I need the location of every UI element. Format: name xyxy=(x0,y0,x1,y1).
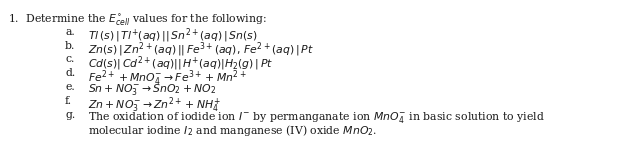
Text: g.: g. xyxy=(65,110,75,120)
Text: e.: e. xyxy=(65,82,74,92)
Text: $Tl\,(s)\,|\,Tl^{+}(aq)\,||\,Sn^{2+}(aq)\,|\,Sn(s)$: $Tl\,(s)\,|\,Tl^{+}(aq)\,||\,Sn^{2+}(aq)… xyxy=(88,27,258,45)
Text: a.: a. xyxy=(65,27,74,37)
Text: The oxidation of iodide ion $I^{-}$ by permanganate ion $MnO_4^{-}$ in basic sol: The oxidation of iodide ion $I^{-}$ by p… xyxy=(88,110,545,125)
Text: $Fe^{2+}+MnO_4^{-}\rightarrow Fe^{3+}+Mn^{2+}$: $Fe^{2+}+MnO_4^{-}\rightarrow Fe^{3+}+Mn… xyxy=(88,68,247,88)
Text: 1.  Determine the $E^{\circ}_{cell}$ values for the following:: 1. Determine the $E^{\circ}_{cell}$ valu… xyxy=(8,13,266,28)
Text: f.: f. xyxy=(65,96,72,106)
Text: b.: b. xyxy=(65,41,75,51)
Text: molecular iodine $I_2$ and manganese (IV) oxide $MnO_2$.: molecular iodine $I_2$ and manganese (IV… xyxy=(88,123,377,138)
Text: d.: d. xyxy=(65,68,75,78)
Text: $Zn(s)\,|\,Zn^{2+}(aq)\,||\,Fe^{3+}(aq),\,Fe^{2+}(aq)\,|\,Pt$: $Zn(s)\,|\,Zn^{2+}(aq)\,||\,Fe^{3+}(aq),… xyxy=(88,41,314,59)
Text: c.: c. xyxy=(65,54,74,64)
Text: $Sn+NO_3^{-}\rightarrow SnO_2+NO_2$: $Sn+NO_3^{-}\rightarrow SnO_2+NO_2$ xyxy=(88,82,216,97)
Text: $Zn+NO_3^{-}\rightarrow Zn^{2+}+NH_4^{+}$: $Zn+NO_3^{-}\rightarrow Zn^{2+}+NH_4^{+}… xyxy=(88,96,221,115)
Text: $Cd(s)|\,Cd^{2+}(aq)||\,H^{+}(aq)|H_2(g)\,|\,Pt$: $Cd(s)|\,Cd^{2+}(aq)||\,H^{+}(aq)|H_2(g)… xyxy=(88,54,273,73)
